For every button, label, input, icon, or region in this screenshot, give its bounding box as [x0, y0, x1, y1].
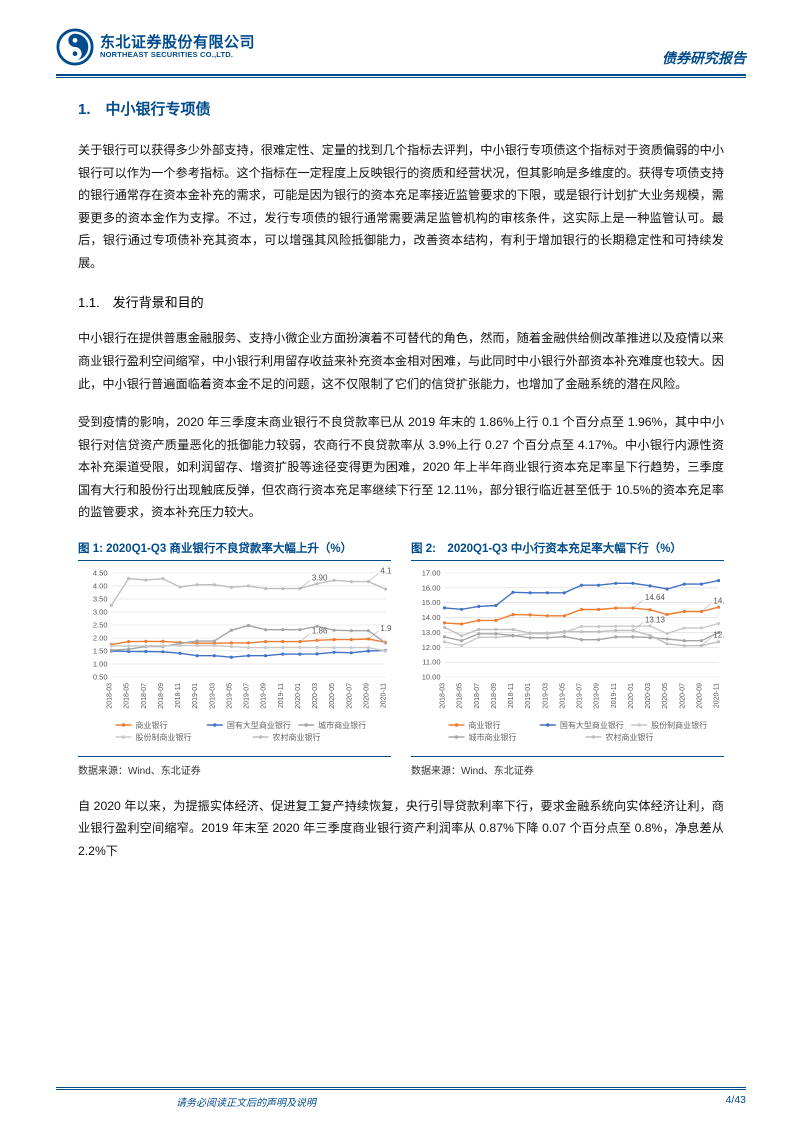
svg-text:2020-07: 2020-07 — [679, 683, 686, 709]
chart-1-source: 数据来源：Wind、东北证券 — [78, 766, 201, 777]
svg-text:14.64: 14.64 — [645, 593, 666, 602]
svg-text:农村商业银行: 农村商业银行 — [606, 732, 654, 742]
svg-text:国有大型商业银行: 国有大型商业银行 — [227, 720, 291, 730]
svg-text:2020-01: 2020-01 — [295, 683, 302, 709]
svg-text:2019-11: 2019-11 — [611, 683, 618, 708]
paragraph: 中小银行在提供普惠金融服务、支持小微企业方面扮演着不可替代的角色，然而，随着金融… — [78, 327, 724, 395]
svg-text:2019-11: 2019-11 — [278, 683, 285, 708]
svg-text:农村商业银行: 农村商业银行 — [273, 732, 321, 742]
svg-text:4.17: 4.17 — [380, 567, 391, 576]
svg-text:14.00: 14.00 — [422, 613, 441, 622]
svg-text:0.50: 0.50 — [93, 672, 108, 681]
svg-text:4.00: 4.00 — [93, 581, 108, 590]
footer: 请务必阅读正文后的声明及说明 4/43 — [56, 1087, 746, 1109]
svg-text:4.50: 4.50 — [93, 568, 108, 577]
svg-text:2020-11: 2020-11 — [714, 683, 721, 708]
svg-text:商业银行: 商业银行 — [136, 720, 168, 730]
svg-text:1.50: 1.50 — [93, 646, 108, 655]
svg-text:2018-09: 2018-09 — [158, 683, 165, 709]
chart-1-column: 图 1: 2020Q1-Q3 商业银行不良贷款率大幅上升（%） 0.50 1.00… — [78, 540, 391, 779]
svg-text:3.00: 3.00 — [93, 607, 108, 616]
svg-text:国有大型商业银行: 国有大型商业银行 — [560, 720, 624, 730]
svg-text:2018-05: 2018-05 — [124, 683, 131, 709]
footer-disclaimer: 请务必阅读正文后的声明及说明 — [56, 1094, 316, 1109]
svg-text:2020-01: 2020-01 — [628, 683, 635, 709]
svg-text:1.00: 1.00 — [93, 659, 108, 668]
logo-block: 东北证券股份有限公司 NORTHEAST SECURITIES CO.,LTD. — [56, 28, 255, 66]
svg-text:2018-07: 2018-07 — [474, 683, 481, 709]
svg-text:2019-03: 2019-03 — [542, 683, 549, 709]
svg-text:2019-05: 2019-05 — [226, 683, 233, 709]
svg-text:城市商业银行: 城市商业银行 — [318, 720, 366, 730]
logo-icon — [56, 28, 94, 66]
svg-text:2018-03: 2018-03 — [107, 683, 114, 709]
svg-text:10.00: 10.00 — [422, 672, 441, 681]
svg-text:商业银行: 商业银行 — [469, 720, 501, 730]
charts-row: 图 1: 2020Q1-Q3 商业银行不良贷款率大幅上升（%） 0.50 1.00… — [78, 540, 724, 779]
paragraph: 受到疫情的影响，2020 年三季度末商业银行不良贷款率已从 2019 年末的 1… — [78, 411, 724, 524]
section-heading-1-1: 1.1. 发行背景和目的 — [78, 292, 724, 311]
header-rule-thick — [56, 74, 746, 76]
svg-text:2018-07: 2018-07 — [141, 683, 148, 709]
svg-text:城市商业银行: 城市商业银行 — [469, 732, 517, 742]
paragraph: 自 2020 年以来，为提振实体经济、促进复工复产持续恢复，央行引导贷款利率下行… — [78, 795, 724, 863]
svg-text:3.90: 3.90 — [312, 573, 328, 582]
chart-2-svg: 10.00 11.00 12.00 13.00 14.00 15.00 16.00 17.00… — [411, 567, 724, 747]
content: 1. 中小银行专项债 关于银行可以获得多少外部支持，很难定性、定量的找到几个指标… — [0, 78, 802, 863]
chart-2-source: 数据来源：Wind、东北证券 — [411, 766, 534, 777]
svg-text:11.00: 11.00 — [422, 658, 440, 667]
svg-text:3.50: 3.50 — [93, 594, 108, 603]
svg-text:15.00: 15.00 — [422, 598, 441, 607]
svg-text:2019-05: 2019-05 — [559, 683, 566, 709]
logo-en-text: NORTHEAST SECURITIES CO.,LTD. — [100, 51, 255, 60]
svg-text:2020-11: 2020-11 — [381, 683, 388, 708]
svg-text:17.00: 17.00 — [422, 568, 441, 577]
svg-text:2018-11: 2018-11 — [508, 683, 515, 708]
svg-text:2019-01: 2019-01 — [525, 683, 532, 709]
chart-2-column: 图 2: 2020Q1-Q3 中小行资本充足率大幅下行（%） 10.00 11.0… — [411, 540, 724, 779]
svg-text:股份制商业银行: 股份制商业银行 — [136, 732, 192, 742]
header: 东北证券股份有限公司 NORTHEAST SECURITIES CO.,LTD.… — [0, 0, 802, 68]
svg-text:2020-09: 2020-09 — [363, 683, 370, 709]
chart-2-title: 图 2: 2020Q1-Q3 中小行资本充足率大幅下行（%） — [411, 540, 724, 556]
svg-text:1.96: 1.96 — [380, 624, 391, 633]
section-heading-1: 1. 中小银行专项债 — [78, 98, 724, 119]
svg-text:12.00: 12.00 — [422, 643, 441, 652]
svg-text:2018-05: 2018-05 — [457, 683, 464, 709]
svg-text:16.00: 16.00 — [422, 583, 441, 592]
svg-text:2019-09: 2019-09 — [261, 683, 268, 709]
logo-cn-text: 东北证券股份有限公司 — [100, 34, 255, 51]
svg-text:2020-05: 2020-05 — [329, 683, 336, 709]
svg-text:2019-03: 2019-03 — [209, 683, 216, 709]
svg-text:2018-11: 2018-11 — [175, 683, 182, 708]
footer-page-number: 4/43 — [726, 1094, 746, 1109]
svg-text:2019-07: 2019-07 — [244, 683, 251, 709]
svg-text:1.86: 1.86 — [312, 627, 328, 636]
svg-text:12.11: 12.11 — [713, 631, 724, 640]
svg-text:股份制商业银行: 股份制商业银行 — [651, 720, 707, 730]
chart-1-title: 图 1: 2020Q1-Q3 商业银行不良贷款率大幅上升（%） — [78, 540, 391, 556]
svg-text:2019-09: 2019-09 — [594, 683, 601, 709]
svg-text:2019-07: 2019-07 — [577, 683, 584, 709]
svg-text:14.41: 14.41 — [713, 596, 724, 605]
svg-text:2018-03: 2018-03 — [440, 683, 447, 709]
svg-text:13.00: 13.00 — [422, 628, 441, 637]
doc-category: 债券研究报告 — [662, 28, 746, 68]
paragraph: 关于银行可以获得多少外部支持，很难定性、定量的找到几个指标去评判，中小银行专项债… — [78, 139, 724, 274]
svg-text:2018-09: 2018-09 — [491, 683, 498, 709]
svg-text:2020-05: 2020-05 — [662, 683, 669, 709]
chart-1-svg: 0.50 1.00 1.50 2.00 2.50 3.00 3.50 4.00 4.50 2018… — [78, 567, 391, 747]
svg-text:2.00: 2.00 — [93, 633, 108, 642]
svg-text:2019-01: 2019-01 — [192, 683, 199, 709]
svg-text:2.50: 2.50 — [93, 620, 108, 629]
svg-text:2020-03: 2020-03 — [312, 683, 319, 709]
svg-text:2020-07: 2020-07 — [346, 683, 353, 709]
svg-text:13.13: 13.13 — [645, 615, 666, 624]
svg-text:2020-09: 2020-09 — [696, 683, 703, 709]
svg-text:2020-03: 2020-03 — [645, 683, 652, 709]
